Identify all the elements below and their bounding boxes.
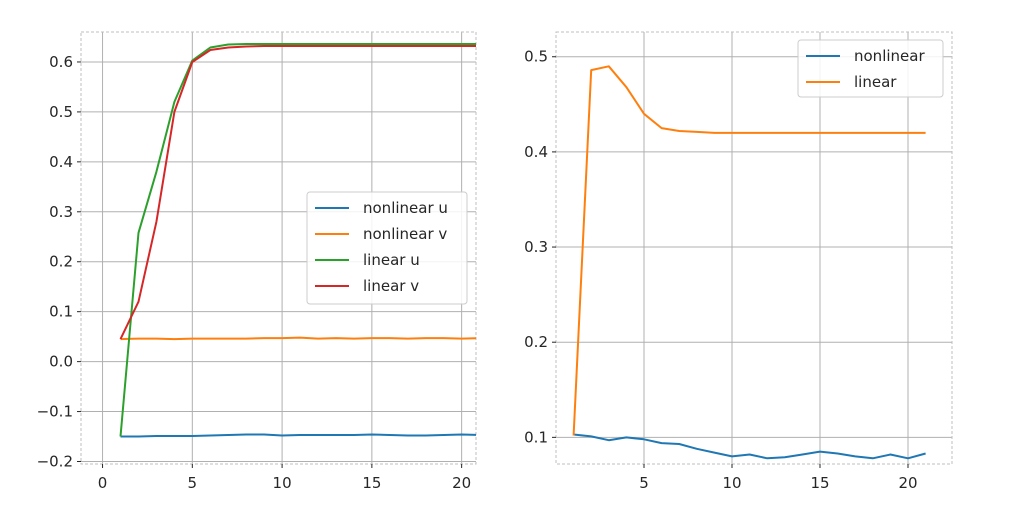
y-tick-label: 0.5 <box>524 48 548 66</box>
legend-label: linear v <box>363 277 419 295</box>
nonlinear-u-line <box>120 433 476 438</box>
linear-u-line <box>119 43 476 437</box>
legend-label: nonlinear u <box>363 199 448 217</box>
nonlinear-v-line <box>120 336 476 341</box>
x-tick-label: 10 <box>273 474 292 492</box>
x-tick-label: 5 <box>639 474 649 492</box>
plot-frame <box>555 31 953 465</box>
y-tick-label: 0.2 <box>49 253 73 271</box>
y-tick-label: 0.1 <box>524 428 548 446</box>
legend-label: nonlinear <box>854 47 925 65</box>
legend-label: nonlinear v <box>363 225 447 243</box>
plot-frame <box>80 31 477 465</box>
x-tick-label: 0 <box>98 474 108 492</box>
legend-box <box>306 191 468 305</box>
y-tick-label: 0.3 <box>49 203 73 221</box>
y-tick-label: −0.1 <box>37 403 73 421</box>
y-tick-label: 0.4 <box>49 153 73 171</box>
nonlinear-line <box>573 433 926 460</box>
y-tick-label: 0.6 <box>49 53 73 71</box>
right-plot: 5 10 15 20 0.1 0.2 0.3 0.4 0.5 nonlinear linear <box>524 31 953 492</box>
y-tick-label: 0.0 <box>49 353 73 371</box>
x-tick-label: 5 <box>188 474 198 492</box>
series-group <box>119 43 476 438</box>
y-tick-label: 0.1 <box>49 303 73 321</box>
y-tick-label: 0.4 <box>524 143 548 161</box>
linear-v-line <box>119 45 476 340</box>
left-plot: 0 5 10 15 20 −0.2 −0.1 0.0 0.1 0.2 0.3 0.4 0.5 0.6 non… <box>37 31 477 492</box>
grid-lines <box>556 32 952 464</box>
linear-line <box>572 65 926 436</box>
legend-label: linear <box>854 73 897 91</box>
x-tick-label: 20 <box>452 474 471 492</box>
x-tick-label: 20 <box>898 474 917 492</box>
series-group <box>572 65 926 460</box>
y-tick-label: 0.5 <box>49 103 73 121</box>
x-tick-label: 10 <box>722 474 741 492</box>
y-tick-label: −0.2 <box>37 453 73 471</box>
y-tick-label: 0.3 <box>524 238 548 256</box>
x-tick-label: 15 <box>810 474 829 492</box>
y-tick-label: 0.2 <box>524 333 548 351</box>
legend-label: linear u <box>363 251 420 269</box>
legend: nonlinear linear <box>797 39 944 98</box>
legend: nonlinear u nonlinear v linear u linear v <box>306 191 468 305</box>
x-tick-label: 15 <box>362 474 381 492</box>
